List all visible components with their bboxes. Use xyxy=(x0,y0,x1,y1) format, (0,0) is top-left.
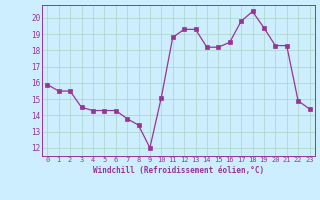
X-axis label: Windchill (Refroidissement éolien,°C): Windchill (Refroidissement éolien,°C) xyxy=(93,166,264,175)
